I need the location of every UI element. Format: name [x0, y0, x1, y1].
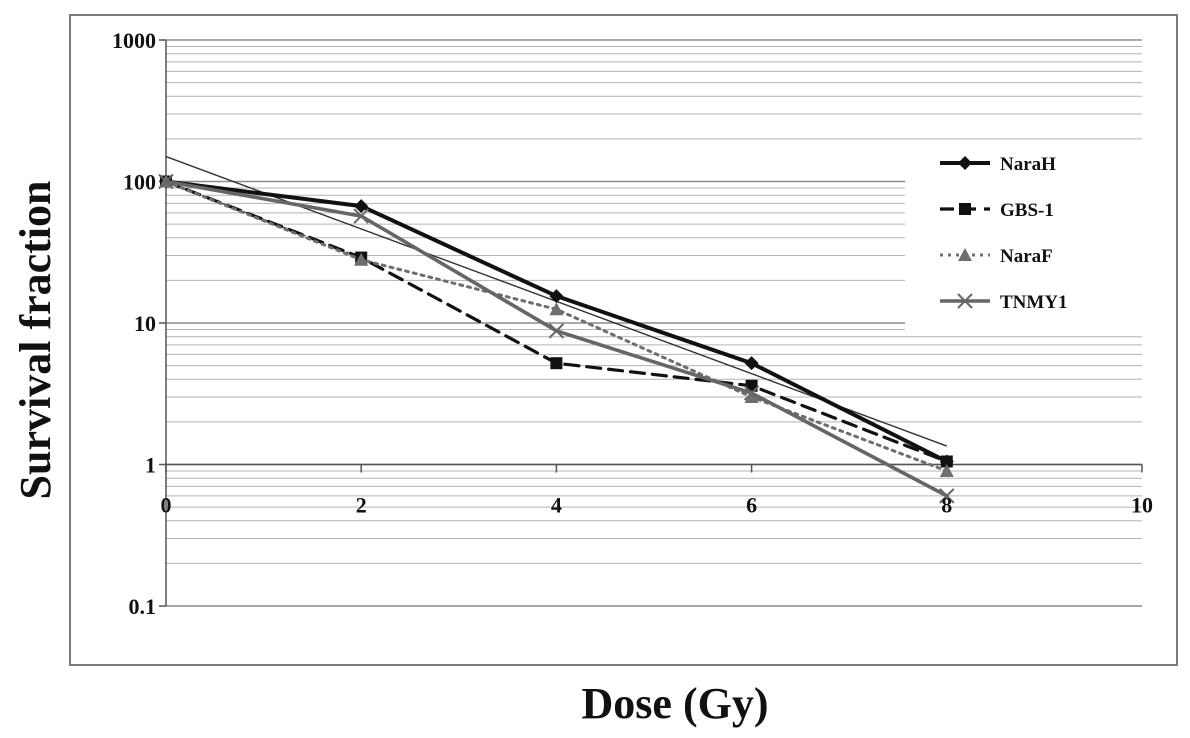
y-tick-label: 1000	[112, 28, 156, 53]
x-axis-title: Dose (Gy)	[582, 679, 769, 728]
y-tick-label: 100	[123, 170, 156, 195]
legend-label: TNMY1	[1000, 292, 1068, 313]
x-tick-label: 2	[356, 493, 367, 518]
x-tick-label: 10	[1131, 493, 1153, 518]
legend-label: GBS-1	[1000, 200, 1054, 221]
x-tick-label: 4	[551, 493, 562, 518]
legend-label: NaraF	[1000, 246, 1053, 267]
legend: NaraH GBS-1 NaraF TNMY1	[905, 150, 1145, 332]
chart-frame	[70, 15, 1177, 665]
y-tick-label: 10	[134, 311, 156, 336]
data-point-square	[959, 203, 971, 215]
y-tick-label: 1	[145, 453, 156, 478]
x-tick-label: 6	[746, 493, 757, 518]
x-tick-label: 0	[161, 493, 172, 518]
y-axis-title: Survival fraction	[11, 181, 60, 500]
y-tick-label: 0.1	[129, 594, 157, 619]
x-tick-label: 8	[941, 493, 952, 518]
legend-label: NaraH	[1000, 154, 1056, 175]
data-point-square	[550, 357, 562, 369]
